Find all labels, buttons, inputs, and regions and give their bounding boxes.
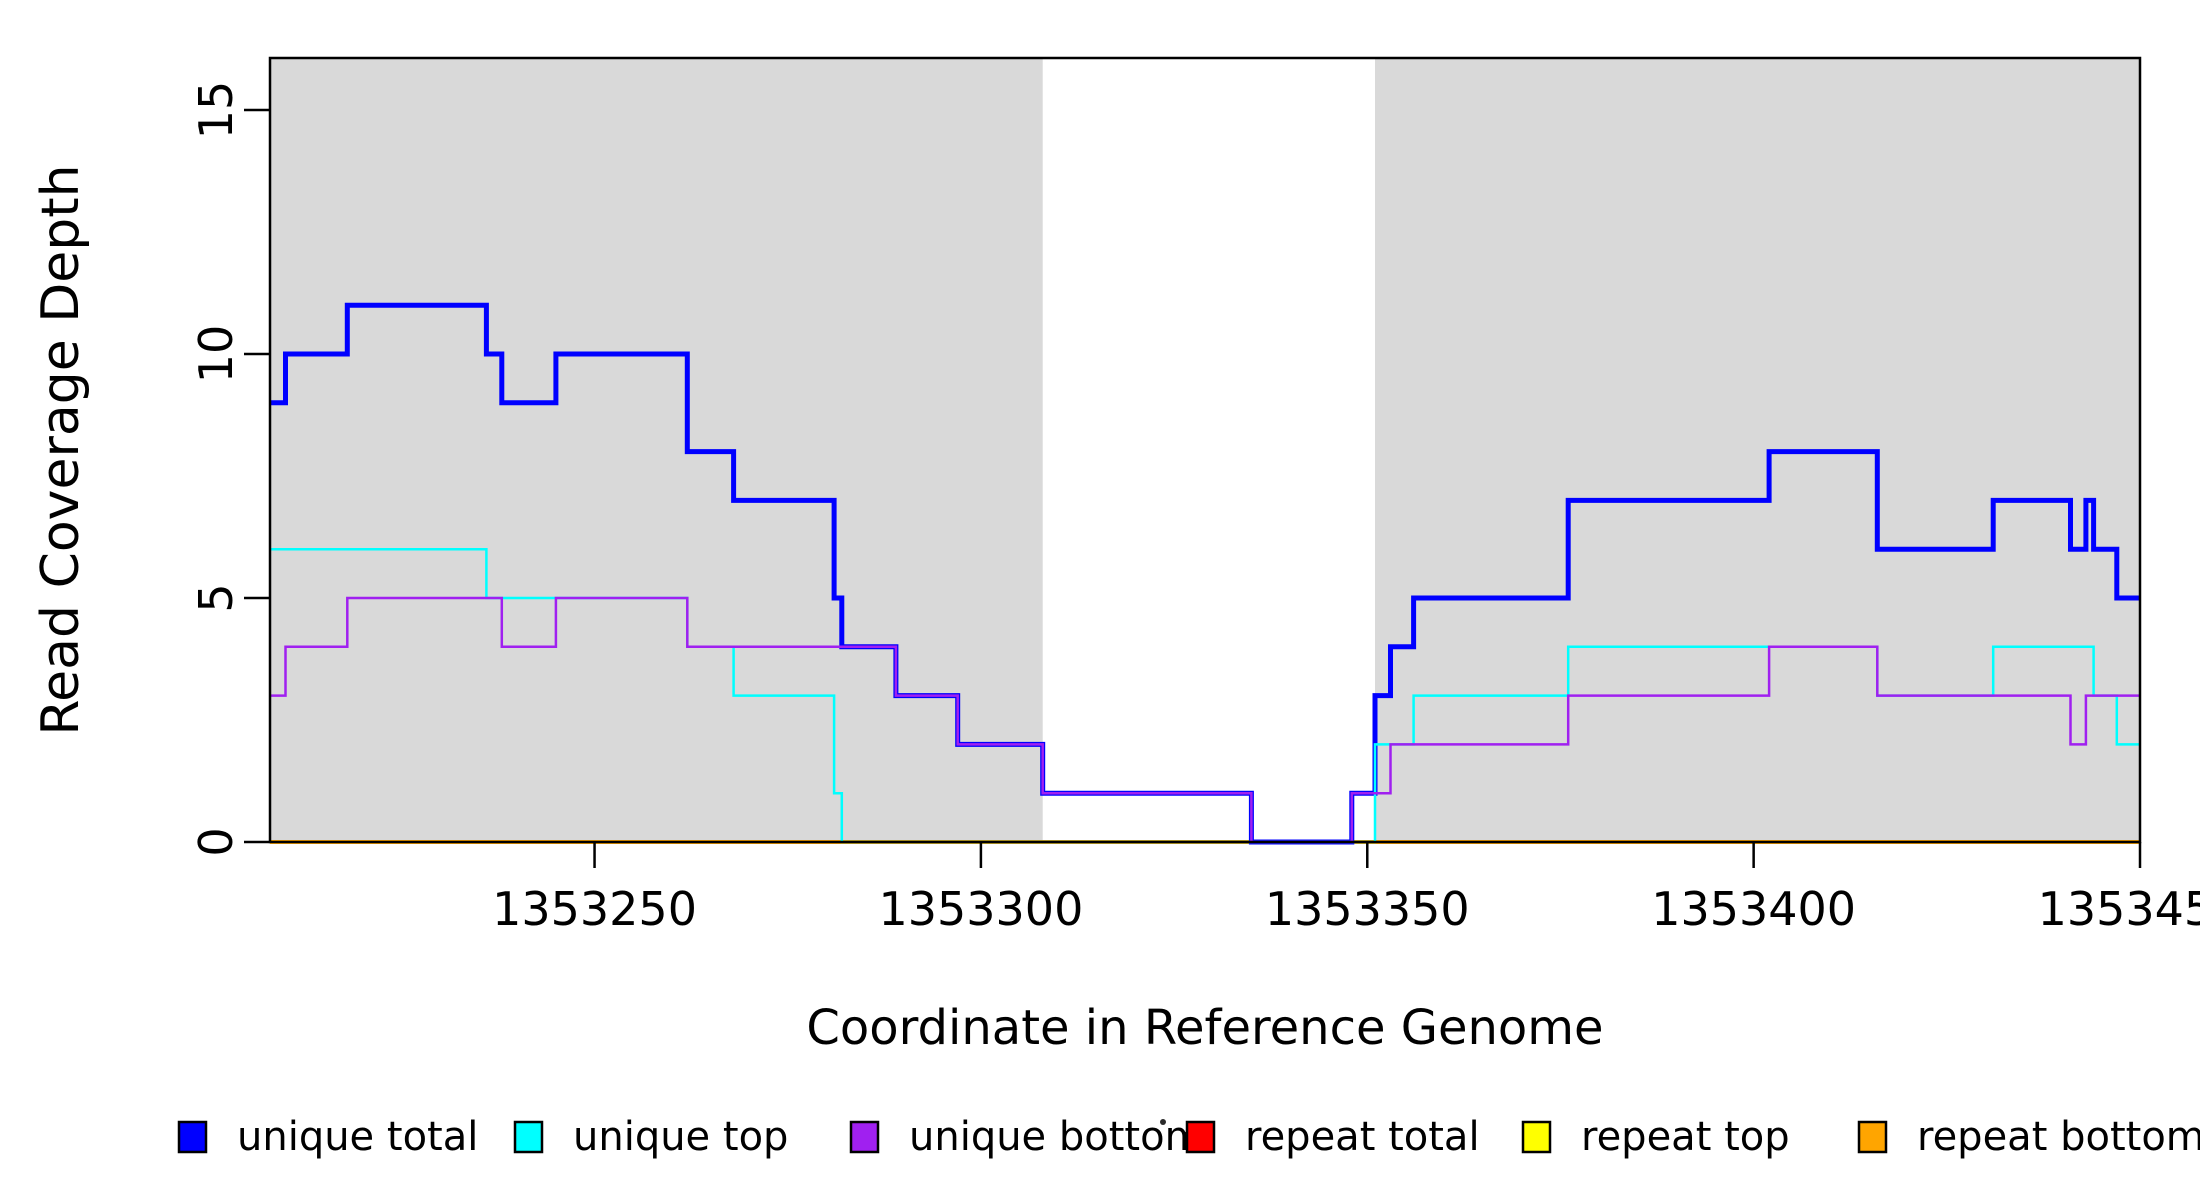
y-tick-label-0: 0 <box>189 827 243 856</box>
legend-label-unique-bottom: unique bottom <box>909 1114 1204 1160</box>
x-tick-label-1353250: 1353250 <box>492 882 697 936</box>
legend-label-unique-top: unique top <box>573 1114 788 1160</box>
x-axis-title: Coordinate in Reference Genome <box>806 1000 1603 1056</box>
shaded-region-0 <box>270 58 1043 842</box>
x-tick-label-1353400: 1353400 <box>1651 882 1856 936</box>
legend-swatch-repeat-top <box>1521 1120 1552 1154</box>
legend-swatch-unique-top <box>513 1120 544 1154</box>
legend-label-repeat-total: repeat total <box>1245 1114 1480 1160</box>
y-tick-label-10: 10 <box>189 325 243 384</box>
legend-label-repeat-top: repeat top <box>1581 1114 1790 1160</box>
legend-swatch-unique-bottom <box>849 1120 880 1154</box>
legend-swatch-repeat-total <box>1185 1120 1216 1154</box>
stray-dot <box>1160 1119 1166 1125</box>
plot-border <box>268 56 2142 844</box>
legend-label-repeat-bottom: repeat bottom <box>1917 1114 2200 1160</box>
series-line-unique-bottom <box>270 596 2140 844</box>
y-tick-label-15: 15 <box>189 81 243 140</box>
legend-swatch-unique-total <box>177 1120 208 1154</box>
x-tick-label-1353350: 1353350 <box>1265 882 1470 936</box>
x-tick-label-1353300: 1353300 <box>878 882 1083 936</box>
y-axis-title: Read Coverage Depth <box>31 164 91 735</box>
shaded-region-1 <box>1375 58 2140 842</box>
legend-swatch-repeat-bottom <box>1857 1120 1888 1154</box>
legend-label-unique-total: unique total <box>237 1114 478 1160</box>
y-tick-label-5: 5 <box>189 583 243 612</box>
